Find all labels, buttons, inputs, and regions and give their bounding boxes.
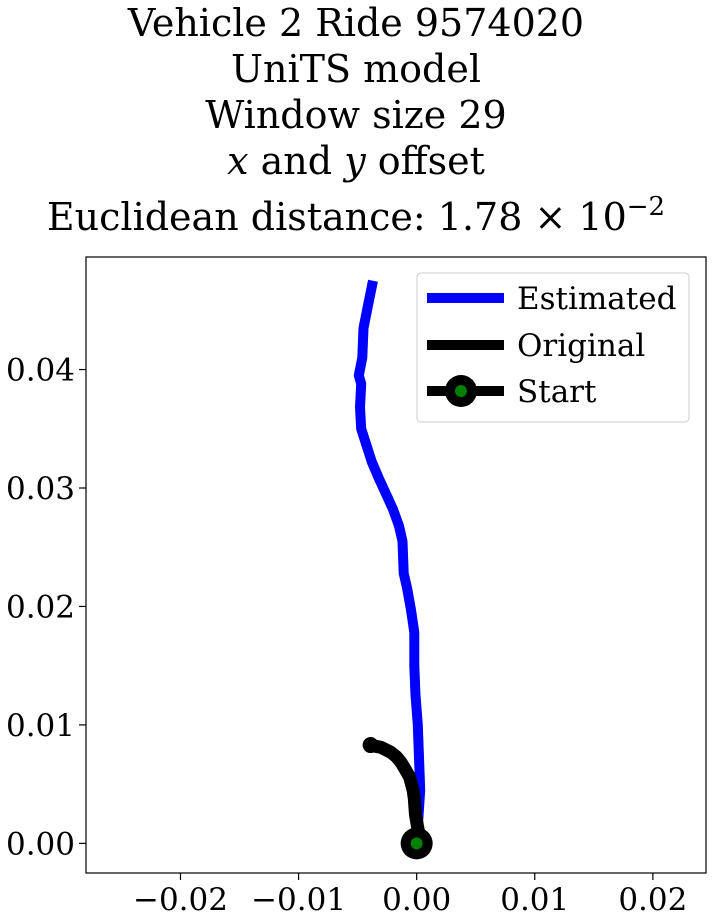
title-line-2: UniTS model <box>231 47 481 91</box>
chart-title: Vehicle 2 Ride 9574020 UniTS model Windo… <box>0 0 712 239</box>
legend-start-marker-center <box>455 385 467 397</box>
y-tick-label: 0.03 <box>6 471 75 507</box>
title-offset: offset <box>365 139 485 183</box>
y-tick-label: 0.01 <box>6 708 75 744</box>
x-tick-label: 0.01 <box>500 882 569 918</box>
title-distance-exponent: −2 <box>626 192 666 222</box>
start-marker-center <box>410 837 423 850</box>
legend-box <box>416 272 690 423</box>
title-line-5: Euclidean distance: 1.78 × 10−2 <box>0 186 712 239</box>
x-tick-label: 0.02 <box>618 882 687 918</box>
y-axis: 0.00 0.01 0.02 0.03 0.04 <box>6 353 86 862</box>
series-line-original <box>364 738 426 850</box>
title-line-4: x and y offset <box>0 140 712 183</box>
legend-label-original: Original <box>517 328 645 364</box>
title-line-1: Vehicle 2 Ride 9574020 <box>127 1 585 45</box>
x-tick-label: −0.01 <box>251 882 346 918</box>
title-distance-prefix: Euclidean distance: <box>46 195 438 239</box>
plot-area <box>353 279 433 860</box>
legend: Estimated Original Start <box>416 272 690 423</box>
title-line-3: Window size 29 <box>205 93 507 137</box>
series-line-estimated <box>353 279 426 844</box>
x-axis: −0.02 −0.01 0.00 0.01 0.02 <box>133 873 687 918</box>
y-tick-label: 0.02 <box>6 589 75 625</box>
original-end-point <box>362 737 379 754</box>
x-tick-label: 0.00 <box>382 882 451 918</box>
title-distance-mantissa: 1.78 <box>437 195 523 239</box>
title-distance-times: × 10 <box>522 195 627 239</box>
plot-frame <box>85 256 707 874</box>
y-tick-label: 0.00 <box>6 826 75 862</box>
y-tick-label: 0.04 <box>6 353 75 389</box>
title-and: and <box>248 139 345 183</box>
legend-label-estimated: Estimated <box>517 281 676 317</box>
title-var-x: x <box>227 139 249 183</box>
x-tick-label: −0.02 <box>133 882 228 918</box>
legend-label-start: Start <box>517 374 597 410</box>
title-var-y: y <box>344 139 366 183</box>
